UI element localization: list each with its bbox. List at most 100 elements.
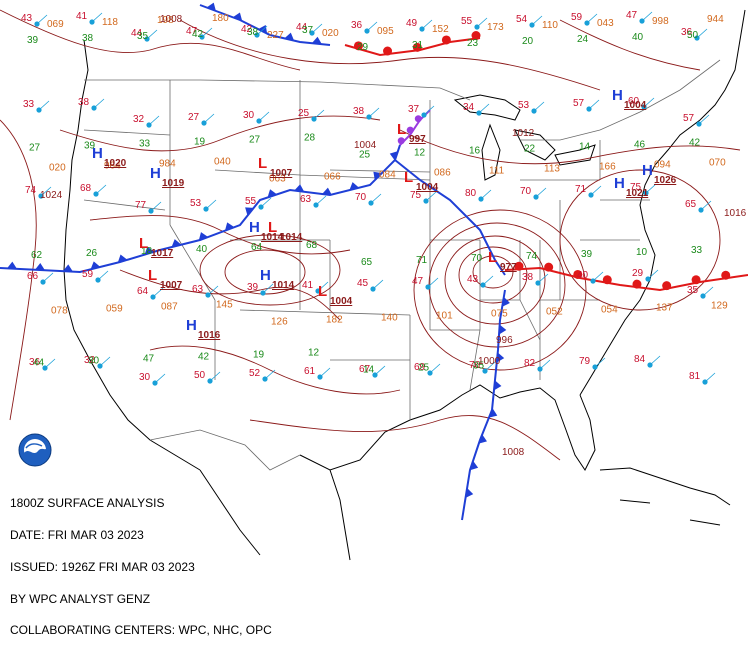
station-plot: 65 (685, 199, 712, 213)
wind-barb (262, 283, 274, 294)
wind-barb (148, 115, 160, 126)
station-pressure-code: 944 (707, 14, 724, 25)
station-pressure-code: 118 (102, 17, 118, 28)
station-temperature: 33 (23, 99, 35, 110)
wind-barb (704, 372, 716, 383)
low-symbol: L (488, 249, 497, 266)
station-dewpoint: 38 (247, 27, 259, 38)
station-plot: 25 (298, 108, 325, 122)
gulf-coastline (299, 384, 596, 471)
station-pressure-code: 063 (269, 173, 286, 184)
occluded-front-symbol (414, 115, 422, 123)
high-symbol: H (249, 219, 260, 236)
wind-barb (535, 187, 547, 198)
station-dewpoint: 44 (33, 358, 45, 369)
cold-front-triangle (373, 171, 382, 181)
station-pressure-code: 140 (381, 313, 398, 324)
station-temperature: 69 (414, 362, 426, 373)
station-dewpoint: 28 (304, 133, 316, 144)
isobar (149, 345, 401, 395)
station-temperature: 63 (192, 284, 204, 295)
pressure-center-value: 1014 (261, 232, 284, 243)
wind-barb (93, 98, 105, 109)
wind-barb (482, 275, 494, 286)
station-temperature: 38 (522, 272, 534, 283)
station-plot: 80 (465, 188, 492, 202)
noaa-logo (18, 433, 52, 467)
wind-barb (425, 191, 437, 202)
station-pressure-code: 101 (436, 311, 453, 322)
station-plot: 43 (467, 274, 494, 288)
isobar-ring (559, 169, 721, 311)
wind-barb (698, 114, 710, 125)
station-plot: 67 (359, 364, 386, 378)
station-temperature: 70 (355, 192, 367, 203)
low-symbol: L (397, 121, 406, 138)
wind-barb (649, 355, 661, 366)
station-plot: 53 (190, 198, 217, 212)
station-temperature: 70 (520, 186, 532, 197)
warm-front-semicircle (662, 281, 672, 291)
pressure-center-value: 1014 (272, 280, 295, 291)
wind-barb (205, 199, 217, 210)
wind-barb (207, 285, 219, 296)
station-temperature: 44 (131, 28, 143, 39)
station-temperature: 47 (186, 26, 198, 37)
station-plot: 59 (571, 12, 598, 26)
warm-front-semicircle (514, 261, 524, 271)
station-dewpoint: 33 (139, 139, 151, 150)
cold-front-triangle (232, 12, 243, 21)
station-plot: 59 (82, 269, 109, 283)
station-plot: 37 (408, 104, 435, 118)
station-temperature: 38 (353, 106, 365, 117)
wind-barb (480, 189, 492, 200)
station-plot: 76 (469, 360, 496, 374)
station-temperature: 59 (82, 269, 94, 280)
station-temperature: 50 (194, 370, 206, 381)
station-dewpoint: 39 (581, 249, 593, 260)
station-plot: 47 (412, 276, 439, 290)
pressure-center-value: 1017 (151, 248, 174, 259)
station-temperature: 84 (634, 354, 646, 365)
station-temperature: 57 (683, 113, 695, 124)
wind-barb (592, 271, 604, 282)
station-temperature: 38 (78, 97, 90, 108)
isobar (559, 19, 701, 71)
cold-front-triangle (389, 151, 398, 161)
station-pressure-code: 020 (49, 162, 66, 173)
station-dewpoint: 68 (306, 240, 318, 251)
warm-front-semicircle (721, 270, 731, 280)
station-plot: 36 (351, 20, 378, 34)
station-pressure-code: 070 (709, 157, 726, 168)
station-plot: 71 (575, 184, 602, 198)
isobar-ring (199, 234, 341, 306)
isobar (249, 415, 561, 461)
station-dewpoint: 25 (418, 363, 430, 374)
atlantic-coastline (579, 9, 746, 396)
station-dewpoint: 24 (577, 34, 589, 45)
station-temperature: 44 (296, 22, 308, 33)
station-pressure-code: 182 (326, 315, 343, 326)
station-temperature: 74 (25, 185, 37, 196)
station-dewpoint: 47 (143, 354, 155, 365)
warm-front-semicircle (602, 275, 612, 285)
wind-barb (588, 99, 600, 110)
station-dewpoint: 25 (359, 150, 371, 161)
station-dewpoint: 39 (27, 35, 39, 46)
station-temperature: 64 (137, 286, 149, 297)
station-temperature: 54 (516, 14, 528, 25)
station-dewpoint: 38 (82, 33, 94, 44)
isobar (399, 129, 741, 165)
station-dewpoint: 20 (522, 36, 534, 47)
wind-barb (700, 200, 712, 211)
station-plot: 50 (194, 370, 221, 384)
station-temperature: 68 (80, 183, 92, 194)
station-plot: 81 (689, 371, 716, 385)
station-temperature: 27 (188, 112, 200, 123)
station-plot: 69 (414, 362, 441, 376)
station-dewpoint: 71 (416, 255, 428, 266)
cold-front-triangle (465, 488, 474, 498)
